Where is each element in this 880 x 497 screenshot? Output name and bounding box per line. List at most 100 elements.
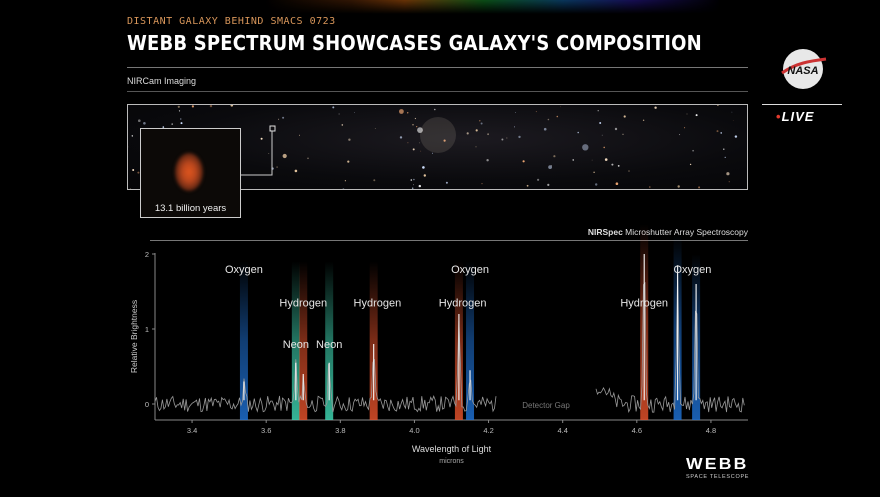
star: [294, 169, 298, 173]
star: [734, 135, 738, 138]
star: [282, 116, 285, 119]
star: [614, 127, 618, 131]
star: [347, 160, 350, 163]
star: [548, 165, 552, 169]
star: [432, 152, 433, 154]
nirspec-divider: [150, 240, 748, 241]
line-label-oxygen: Oxygen: [225, 264, 263, 276]
emission-band-neon: [291, 261, 300, 420]
star: [282, 153, 287, 159]
star: [615, 182, 619, 185]
svg-text:NASA: NASA: [787, 65, 818, 77]
star: [412, 187, 414, 189]
star: [416, 126, 418, 128]
star: [475, 146, 477, 148]
nasa-logo: NASA: [776, 47, 830, 91]
line-label-neon: Neon: [316, 339, 342, 351]
star: [728, 181, 730, 183]
star: [422, 166, 425, 169]
star: [601, 134, 603, 136]
line-label-hydrogen: Hydrogen: [620, 298, 668, 310]
star: [501, 138, 504, 141]
live-divider: [762, 104, 842, 105]
star: [717, 105, 719, 106]
star: [556, 115, 559, 118]
star: [419, 142, 420, 144]
spectrum-trace: [595, 273, 745, 413]
star: [162, 126, 165, 128]
star: [479, 120, 481, 122]
page-title: WEBB SPECTRUM SHOWCASES GALAXY'S COMPOSI…: [127, 31, 702, 55]
star: [649, 186, 651, 188]
star: [724, 156, 726, 158]
star: [547, 183, 550, 186]
star: [399, 109, 404, 114]
star: [276, 166, 278, 168]
star: [611, 163, 614, 166]
star: [480, 122, 483, 125]
x-tick-label: 4.8: [706, 426, 716, 435]
star: [518, 135, 521, 139]
star: [412, 148, 415, 151]
live-indicator: •LIVE: [776, 109, 815, 124]
page-subtitle: DISTANT GALAXY BEHIND SMACS 0723: [127, 16, 336, 27]
title-divider: [127, 67, 748, 68]
y-tick-label: 1: [145, 325, 149, 334]
line-label-oxygen: Oxygen: [673, 264, 711, 276]
star: [595, 183, 598, 186]
star: [543, 127, 547, 131]
star: [209, 105, 213, 108]
star: [515, 112, 516, 113]
star: [407, 112, 409, 114]
star: [354, 112, 355, 113]
star: [423, 174, 426, 177]
star: [475, 129, 478, 132]
star: [695, 114, 698, 117]
star: [582, 144, 589, 151]
star: [677, 185, 680, 188]
x-tick-label: 4.4: [557, 426, 567, 435]
star: [414, 117, 416, 120]
star: [692, 149, 694, 152]
star: [572, 159, 574, 161]
header-gradient-band: [0, 0, 880, 14]
star: [603, 146, 605, 149]
star: [177, 105, 180, 108]
star: [413, 184, 414, 186]
star: [628, 170, 630, 172]
line-label-oxygen: Oxygen: [451, 264, 489, 276]
star: [341, 124, 344, 126]
star: [599, 122, 602, 124]
star: [443, 139, 446, 142]
star: [593, 171, 595, 173]
star: [342, 188, 345, 189]
emission-band-neon: [325, 261, 334, 420]
y-tick-label: 2: [145, 250, 149, 259]
star: [299, 134, 300, 136]
star: [344, 180, 346, 182]
y-tick-label: 0: [145, 400, 149, 409]
star: [348, 138, 351, 141]
spectrum-trace: [154, 320, 497, 413]
star: [623, 115, 626, 118]
star: [445, 181, 448, 184]
nirspec-section-label: NIRSpec Microshutter Array Spectroscopy: [587, 227, 748, 237]
star: [679, 134, 681, 136]
star: [131, 135, 133, 137]
star: [278, 118, 280, 120]
galaxy-blob: [175, 153, 203, 191]
star: [407, 142, 409, 144]
star: [723, 148, 725, 150]
star: [137, 171, 140, 174]
star: [417, 127, 423, 133]
star: [577, 131, 579, 134]
line-label-hydrogen: Hydrogen: [439, 298, 487, 310]
star: [487, 133, 489, 136]
star: [230, 105, 234, 107]
star: [689, 163, 692, 166]
x-tick-label: 3.4: [187, 426, 197, 435]
emission-band-hydrogen: [299, 261, 308, 420]
star: [686, 113, 688, 115]
emission-band-oxygen: [239, 261, 248, 420]
